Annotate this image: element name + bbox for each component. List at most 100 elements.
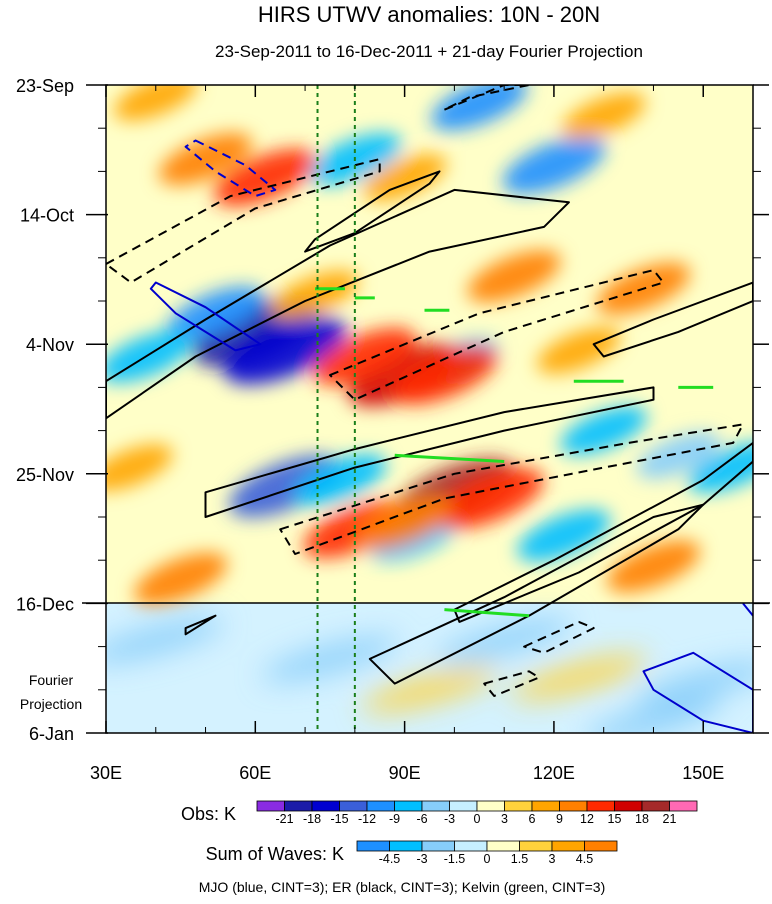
anomaly-blob: [636, 432, 721, 479]
legend-swatch: [504, 800, 533, 812]
legend-level: -3: [444, 812, 455, 826]
legend-swatch: [284, 800, 313, 812]
legend-swatch: [531, 800, 560, 812]
legend-level: 4.5: [576, 852, 593, 866]
x-tick-label: 60E: [239, 763, 271, 783]
axes: 30E 60E 90E 120E 150E 23-Sep 14-Oct 4-Nov 25-Nov…: [16, 76, 769, 783]
x-tick-label: 30E: [90, 763, 122, 783]
er-contour: [106, 158, 381, 284]
legend-swatch: [641, 800, 670, 812]
legend-swatch: [559, 800, 588, 812]
y-tick-label: 25-Nov: [16, 465, 74, 485]
legend-swatch: [584, 840, 618, 852]
legend-swatch: [454, 840, 488, 852]
anomaly-blob: [313, 327, 417, 386]
legend-level: 9: [556, 812, 563, 826]
legend-level: 3: [549, 852, 556, 866]
anomaly-blob: [561, 92, 646, 140]
legend-swatch: [586, 800, 615, 812]
legend-level: 6: [529, 812, 536, 826]
chart-title: HIRS UTWV anomalies: 10N - 20N: [258, 2, 600, 27]
kelvin-contour: [444, 608, 530, 618]
legend-level: -4.5: [379, 852, 401, 866]
legend-level: -6: [416, 812, 427, 826]
er-contour: [483, 670, 540, 697]
anomaly-blob: [134, 552, 228, 605]
legend-swatch: [519, 840, 553, 852]
forecast-blob: [585, 698, 722, 733]
legend-swatch: [389, 840, 423, 852]
forecast-blob: [106, 617, 224, 664]
er-contour: [204, 386, 655, 518]
legend-swatch: [421, 840, 455, 852]
er-contour: [592, 281, 753, 358]
forecast-blob: [635, 661, 753, 707]
er-contour: [106, 188, 570, 420]
er-contour: [304, 170, 441, 253]
legend-swatch: [356, 840, 390, 852]
anomaly-blob: [606, 540, 701, 593]
er-contour: [453, 441, 753, 623]
legend-swatch: [366, 800, 395, 812]
anomaly-blob: [158, 133, 253, 186]
x-tick-label: 90E: [389, 763, 421, 783]
plot-frame: [105, 84, 754, 734]
legend-level: 0: [484, 852, 491, 866]
er-contour: [523, 620, 595, 654]
x-tick-label: 150E: [682, 763, 724, 783]
legend-level: -1.5: [444, 852, 466, 866]
legend-level: 12: [580, 812, 594, 826]
anomaly-blob: [537, 327, 621, 374]
legend-swatch: [449, 800, 478, 812]
anomaly-blob: [391, 345, 498, 405]
forecast-blob: [262, 636, 398, 682]
legend-swatch: [614, 800, 643, 812]
x-tick-label: 120E: [533, 763, 575, 783]
er-contour: [368, 503, 705, 685]
mjo-contour: [149, 281, 262, 352]
forecast-field: [106, 617, 753, 733]
anomaly-blob: [356, 496, 453, 551]
anomaly-blob: [106, 444, 173, 491]
legend-swatch: [256, 800, 285, 812]
anomaly-blob: [224, 316, 347, 385]
anomaly-blob: [213, 148, 317, 207]
forecast-blob: [361, 667, 498, 713]
y-tick-label: 6-Jan: [29, 724, 74, 744]
wave-contours: [106, 85, 753, 733]
y-tick-label: 23-Sep: [16, 76, 74, 96]
legend-swatch: [421, 800, 450, 812]
mjo-contour: [642, 651, 753, 733]
anomaly-blob: [228, 454, 342, 518]
mjo-contour: [742, 602, 753, 617]
legend-level: 0: [474, 812, 481, 826]
anomaly-blob: [467, 250, 561, 303]
legend-level: 1.5: [511, 852, 528, 866]
waves-legend-label: Sum of Waves: K: [206, 844, 344, 864]
contour-note: MJO (blue, CINT=3); ER (black, CINT=3); …: [199, 879, 606, 895]
legend-swatch: [311, 800, 340, 812]
mjo-contour: [184, 139, 277, 198]
y-tick-label: 16-Dec: [16, 594, 74, 614]
obs-legend: -21 -18 -15 -12 -9 -6 -3 0 3 6 9 12 15 18 21: [256, 800, 698, 826]
anomaly-blob: [431, 85, 528, 131]
legend-level: 3: [501, 812, 508, 826]
anomaly-blob: [688, 442, 753, 493]
fourier-label-line2: Projection: [20, 696, 82, 712]
chart-subtitle: 23-Sep-2011 to 16-Dec-2011 + 21-day Four…: [215, 42, 643, 61]
y-tick-label: 4-Nov: [26, 335, 74, 355]
legend-level: 18: [635, 812, 649, 826]
legend-level: -9: [389, 812, 400, 826]
y-tick-label: 14-Oct: [20, 206, 74, 226]
legend-swatch: [669, 800, 698, 812]
legend-level: -12: [358, 812, 376, 826]
legend-level: -15: [330, 812, 348, 826]
er-contour: [279, 423, 744, 555]
anomaly-blob: [362, 154, 447, 201]
anomaly-blob: [517, 509, 611, 562]
legend-swatch: [476, 800, 505, 812]
legend-level: -3: [416, 852, 427, 866]
obs-legend-label: Obs: K: [181, 804, 236, 824]
waves-legend: -4.5 -3 -1.5 0 1.5 3 4.5: [356, 840, 618, 866]
